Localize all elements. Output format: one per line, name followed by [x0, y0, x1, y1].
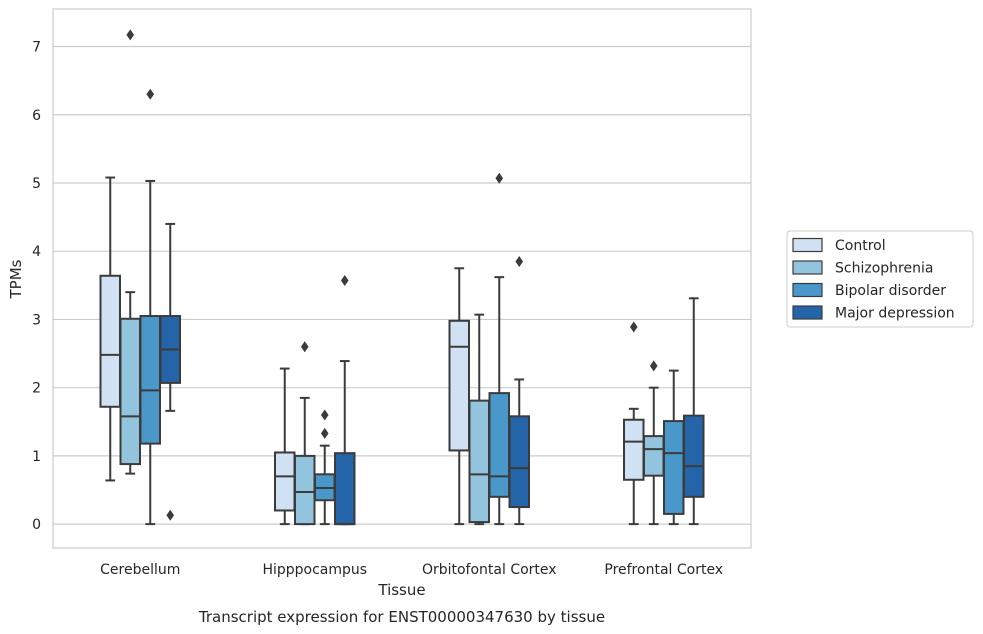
box-major-depression	[334, 275, 356, 526]
box-control	[448, 267, 470, 526]
outlier-point	[300, 341, 309, 353]
box-iqr	[274, 451, 296, 512]
legend-label: Control	[835, 238, 886, 254]
x-tick-labels: Cerebellum Hipppocampus Orbitofontal Corte…	[100, 562, 723, 578]
legend-frame	[786, 230, 974, 328]
y-tick-label: 6	[32, 108, 41, 124]
outlier-point	[146, 88, 155, 100]
box-control	[623, 321, 645, 526]
y-tick-label: 3	[32, 312, 41, 328]
box-control	[274, 367, 296, 526]
box-layer	[99, 29, 705, 526]
chart-caption: Transcript expression for ENST0000034763…	[198, 608, 605, 626]
box-iqr	[448, 319, 470, 452]
legend-label: Schizophrenia	[835, 261, 933, 277]
y-tick-label: 7	[32, 40, 41, 56]
outlier-point	[515, 255, 524, 267]
box-bipolar-disorder	[488, 172, 510, 526]
outlier-point	[495, 172, 504, 184]
box-iqr	[334, 452, 356, 526]
outlier-point	[166, 509, 175, 521]
legend-swatch	[792, 237, 823, 253]
box-schizophrenia	[294, 341, 316, 526]
legend-swatch	[792, 305, 823, 320]
box-iqr	[663, 420, 685, 515]
y-tick-labels: 0 1 2 3 4 5 6 7	[32, 40, 41, 534]
y-tick-label: 0	[32, 517, 41, 533]
outlier-point	[320, 409, 329, 421]
box-schizophrenia	[643, 360, 665, 526]
x-tick-label: Orbitofontal Cortex	[422, 562, 557, 578]
box-major-depression	[508, 255, 530, 526]
box-iqr	[623, 418, 645, 481]
box-schizophrenia	[119, 29, 141, 475]
x-tick-label: Hipppocampus	[262, 562, 367, 578]
legend: Control Schizophrenia Bipolar disorder Majo…	[786, 230, 974, 328]
x-axis-title: Tissue	[377, 581, 425, 599]
legend-swatch	[792, 260, 823, 275]
outlier-point	[320, 427, 329, 439]
outlier-point	[340, 275, 349, 287]
box-major-depression	[159, 222, 181, 521]
outlier-point	[629, 321, 638, 333]
y-tick-label: 2	[32, 381, 41, 397]
box-bipolar-disorder	[139, 88, 161, 526]
box-iqr	[683, 414, 705, 498]
outlier-point	[126, 29, 135, 41]
box-major-depression	[683, 297, 705, 526]
box-bipolar-disorder	[314, 409, 336, 526]
box-iqr	[294, 454, 316, 526]
legend-label: Bipolar disorder	[835, 283, 946, 299]
x-tick-label: Prefrontal Cortex	[604, 562, 723, 578]
box-bipolar-disorder	[663, 369, 685, 526]
box-iqr	[643, 435, 665, 477]
plot-frame	[52, 8, 752, 549]
legend-label: Major depression	[835, 306, 955, 322]
box-schizophrenia	[468, 313, 490, 526]
y-tick-label: 5	[32, 176, 41, 192]
box-control	[99, 176, 121, 482]
box-iqr	[508, 415, 530, 509]
box-iqr	[468, 399, 490, 524]
y-tick-label: 4	[32, 244, 41, 260]
box-iqr	[99, 274, 121, 408]
legend-swatch	[792, 282, 823, 298]
y-axis-title: TPMs	[7, 259, 25, 299]
box-iqr	[139, 315, 161, 445]
box-iqr	[488, 392, 510, 498]
box-iqr	[119, 317, 141, 466]
y-tick-label: 1	[32, 449, 41, 465]
outlier-point	[649, 360, 658, 372]
x-tick-label: Cerebellum	[100, 562, 180, 578]
